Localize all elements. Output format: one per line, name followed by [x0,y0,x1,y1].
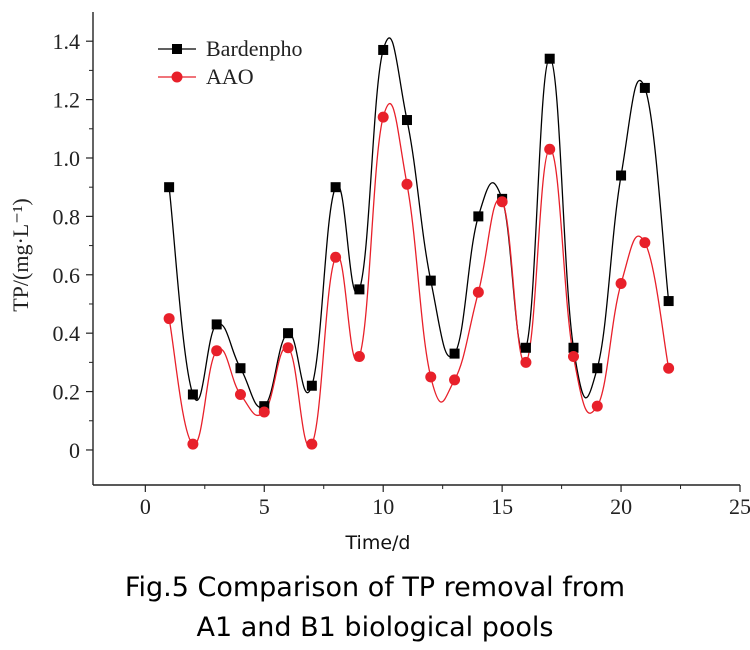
aao-point [163,313,175,325]
legend-label-bardenpho: Bardenpho [206,36,303,61]
y-axis-label: TP/(mg·L⁻¹) [8,198,33,312]
bardenpho-point [330,182,341,193]
bardenpho-point [378,44,389,55]
aao-point [258,406,270,418]
bardenpho-point [259,401,270,412]
bardenpho-point [473,211,484,222]
bardenpho-point [164,182,175,193]
aao-point [353,351,365,363]
x-tick-label: 15 [491,494,513,519]
aao-point [211,345,223,357]
legend-label-aao: AAO [206,64,254,89]
y-ticks: 0 0.2 0.4 0.6 0.8 1.0 1.2 1.4 [53,29,93,463]
aao-point [544,143,556,155]
y-tick-label: 0.6 [53,263,81,288]
x-tick-label: 25 [729,494,750,519]
bardenpho-point [306,380,317,391]
legend-marker-aao [171,71,183,83]
aao-point [330,251,342,263]
aao-point [567,351,579,363]
bardenpho-point [401,115,412,126]
aao-point [401,178,413,190]
bardenpho-curve [168,37,670,409]
bardenpho-point [235,363,246,374]
bardenpho-point [544,53,555,64]
bardenpho-point [663,296,674,307]
figure-caption-line-1: Fig.5 Comparison of TP removal from [124,572,626,603]
series-markers [163,44,675,450]
y-tick-label: 0.4 [53,321,81,346]
legend: Bardenpho AAO [158,36,303,89]
aao-point [234,388,246,400]
series-curves [168,37,670,448]
figure-caption-line-2: A1 and B1 biological pools [196,612,554,643]
aao-point [187,438,199,450]
x-tick-label: 10 [372,494,394,519]
aao-point [615,278,627,290]
y-tick-label: 1.4 [53,29,81,54]
bardenpho-point [283,328,294,339]
aao-point [377,111,389,123]
aao-point [663,362,675,374]
bardenpho-point [187,389,198,400]
aao-point [282,342,294,354]
chart-axes [92,12,740,486]
bardenpho-point [354,284,365,295]
y-tick-label: 0.8 [53,204,81,229]
aao-point [306,438,318,450]
y-tick-label: 1.0 [53,146,81,171]
bardenpho-point [568,342,579,353]
bardenpho-point [616,170,627,181]
aao-point [496,196,508,208]
x-axis-label: Time/d [345,532,411,554]
x-ticks: 0 5 10 15 20 25 [140,485,750,519]
x-tick-label: 0 [140,494,151,519]
bardenpho-point [449,348,460,359]
tp-removal-chart: 0 5 10 15 20 25 0 0.2 0.4 0.6 0.8 1.0 1.2 1.4 Barden… [8,12,750,554]
x-tick-label: 5 [259,494,270,519]
bardenpho-point [425,275,436,286]
aao-point [591,400,603,412]
aao-point [639,237,651,249]
y-tick-label: 0.2 [53,380,81,405]
bardenpho-point [211,319,222,330]
x-tick-label: 20 [610,494,632,519]
aao-point [425,371,437,383]
aao-point [472,286,484,298]
y-tick-label: 0 [69,438,80,463]
bardenpho-point [639,82,650,93]
bardenpho-point [520,342,531,353]
aao-point [449,374,461,386]
bardenpho-point [592,363,603,374]
legend-marker-bardenpho [172,44,182,54]
aao-point [520,356,532,368]
y-tick-label: 1.2 [53,88,81,113]
